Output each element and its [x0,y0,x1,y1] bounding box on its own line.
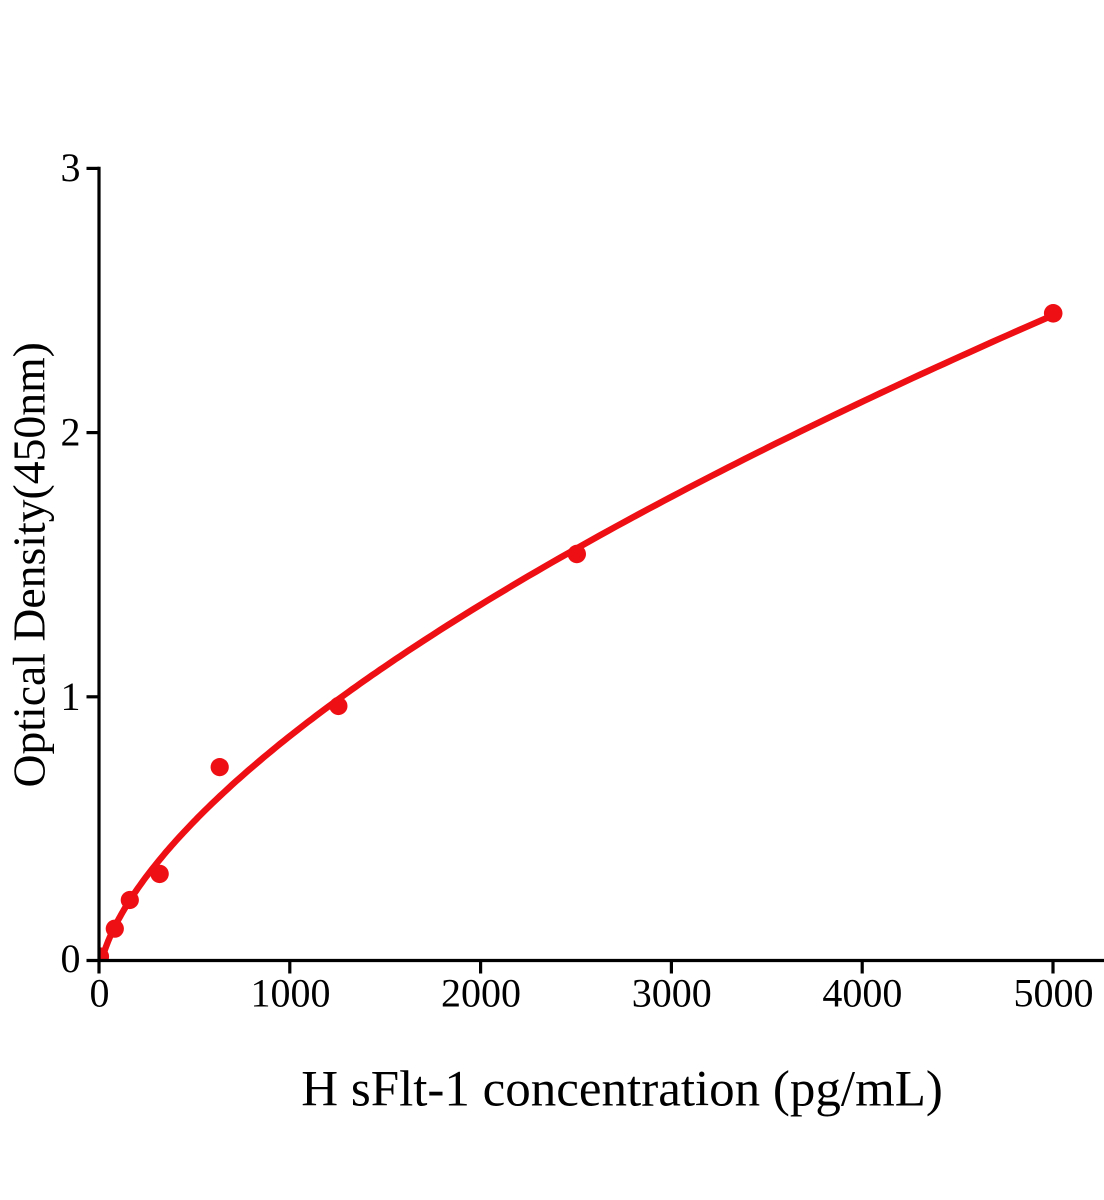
svg-text:0: 0 [90,970,110,1015]
svg-text:5000: 5000 [1014,970,1094,1015]
svg-text:Optical Density(450nm): Optical Density(450nm) [3,342,54,787]
svg-text:1000: 1000 [251,970,331,1015]
svg-text:3000: 3000 [632,970,712,1015]
svg-text:2: 2 [61,409,81,454]
svg-text:H sFlt-1 concentration (pg/mL): H sFlt-1 concentration (pg/mL) [301,1062,943,1118]
svg-text:3: 3 [61,145,81,190]
svg-text:0: 0 [61,936,81,981]
svg-text:1: 1 [61,674,81,719]
svg-text:2000: 2000 [441,970,521,1015]
svg-text:4000: 4000 [822,970,902,1015]
